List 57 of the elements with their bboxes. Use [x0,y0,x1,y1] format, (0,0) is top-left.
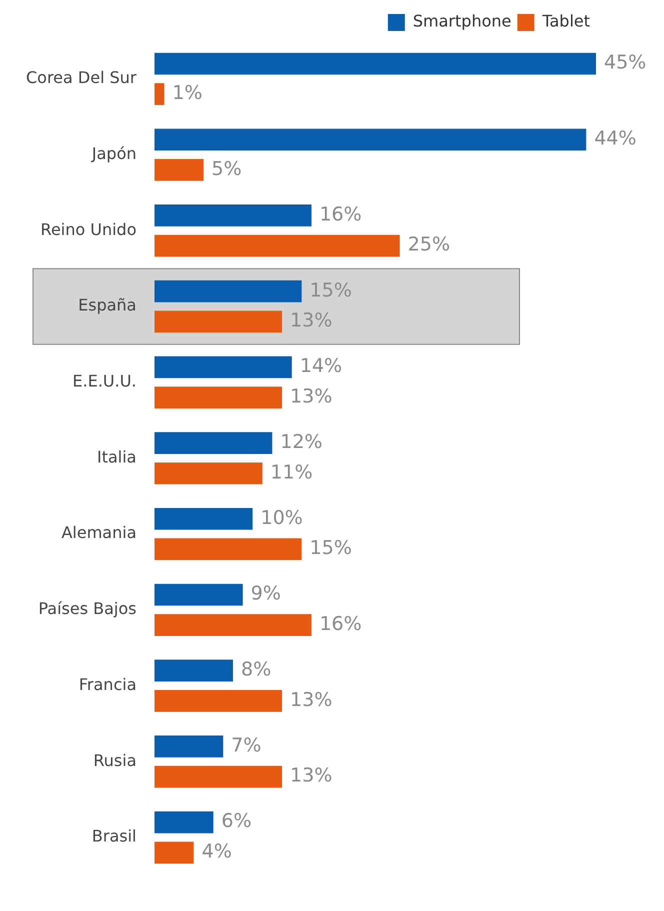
data-label: 13% [290,764,332,787]
legend-label: Smartphone [412,12,512,31]
data-label: 7% [231,734,262,756]
bar [154,842,194,864]
data-label: 13% [290,310,332,332]
data-label: 5% [212,158,242,180]
data-label: 13% [290,385,332,408]
data-label: 15% [310,537,352,560]
data-label: 12% [280,430,322,453]
bar [154,538,302,560]
data-label: 1% [172,82,202,104]
y-tick-label: Brasil [92,826,136,846]
data-label: 10% [260,506,303,529]
bar [154,432,272,454]
bar [154,690,282,712]
data-label: 11% [270,461,313,484]
y-tick-label: Países Bajos [38,599,136,618]
legend-label: Tablet [541,12,590,31]
data-label: 45% [604,52,646,74]
bar [154,736,224,758]
y-tick-label: Francia [78,674,136,694]
bar [154,159,204,181]
bar [154,660,233,682]
data-label: 16% [319,203,362,226]
y-tick-label: Rusia [93,750,136,770]
data-label: 4% [202,840,232,863]
data-label: 8% [240,658,272,681]
bar [154,766,282,788]
y-tick-label: Corea Del Sur [26,68,137,88]
bar [154,204,312,226]
y-tick-label: E.E.U.U. [72,372,136,390]
bar [154,310,282,333]
y-tick-label: Italia [96,447,136,466]
y-tick-label: Japón [90,144,136,163]
bar [154,280,302,302]
data-label: 14% [300,355,342,378]
bar [154,234,400,257]
data-label: 25% [408,234,450,256]
bar [154,508,253,530]
bar [154,462,262,484]
bar [154,614,312,636]
data-label: 44% [594,128,636,150]
bar [154,584,243,606]
bar [154,128,586,151]
y-tick-label: España [78,296,136,315]
data-label: 16% [319,613,362,636]
bar [154,386,282,408]
bar [154,811,214,834]
bar [154,83,164,106]
data-label: 15% [310,279,352,302]
bar [154,356,292,378]
data-label: 9% [250,582,281,605]
y-tick-label: Alemania [61,523,136,542]
data-label: 6% [221,810,252,832]
y-tick-label: Reino Unido [40,220,136,239]
bar [154,52,596,75]
data-label: 13% [290,688,332,711]
